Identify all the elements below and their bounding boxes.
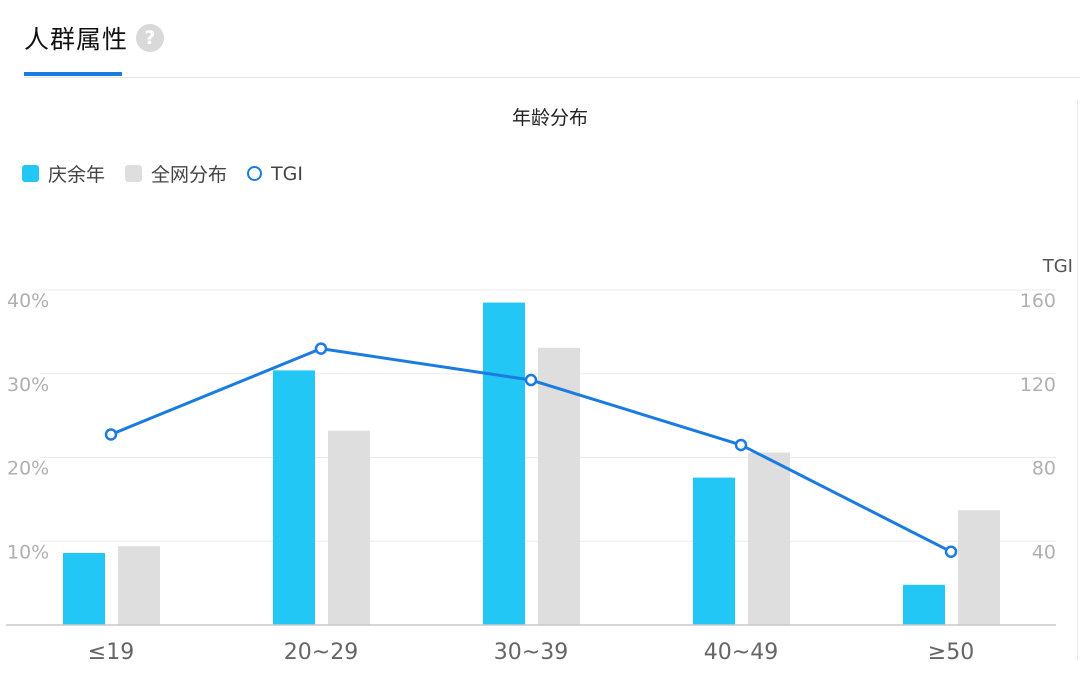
- x-tick-label: 40~49: [704, 640, 778, 665]
- bar-population: [328, 430, 370, 625]
- left-tick-label: 20%: [7, 458, 49, 480]
- legend-label-population: 全网分布: [151, 164, 228, 186]
- left-tick-label: 40%: [7, 290, 49, 312]
- right-tick-label: 80: [1032, 458, 1056, 480]
- tab-audience-attributes[interactable]: 人群属性 ?: [24, 18, 165, 58]
- x-tick-label: ≤19: [88, 640, 134, 665]
- x-tick-label: 30~39: [494, 640, 568, 665]
- bar-brand: [483, 302, 525, 625]
- tgi-point: [944, 545, 958, 558]
- question-icon[interactable]: ?: [136, 24, 165, 52]
- legend-item-tgi[interactable]: TGI: [247, 163, 303, 185]
- tgi-point: [104, 428, 118, 441]
- tgi-point: [734, 438, 748, 452]
- active-tab-indicator: [24, 72, 122, 76]
- right-tick-label: 40: [1032, 541, 1056, 563]
- tab-label: 人群属性: [24, 25, 129, 54]
- legend-item-population[interactable]: 全网分布: [125, 160, 227, 187]
- tab-divider: [24, 77, 1080, 78]
- legend-label-brand: 庆余年: [48, 164, 106, 186]
- left-tick-label: 30%: [7, 374, 49, 396]
- bar-brand: [903, 584, 945, 625]
- bar-population: [748, 452, 790, 625]
- tgi-point: [314, 342, 328, 355]
- panel-divider: [1077, 100, 1078, 660]
- bar-brand: [63, 552, 105, 625]
- bar-population: [118, 546, 160, 625]
- right-tick-label: 120: [1020, 374, 1056, 396]
- bar-brand: [273, 370, 315, 625]
- chart-legend: 庆余年 全网分布 TGI: [22, 160, 323, 187]
- bar-brand: [693, 477, 735, 625]
- right-tick-label: 160: [1020, 290, 1056, 312]
- x-tick-label: 20~29: [284, 640, 358, 665]
- chart-title: 年龄分布: [511, 107, 588, 129]
- legend-swatch-brand: [22, 165, 39, 182]
- legend-swatch-population: [125, 165, 143, 182]
- right-axis-label: TGI: [1042, 256, 1073, 277]
- tab-bar: 人群属性 ?: [0, 0, 1080, 78]
- legend-item-brand[interactable]: 庆余年: [22, 160, 105, 187]
- x-tick-label: ≥50: [928, 640, 974, 665]
- bar-population: [958, 510, 1000, 625]
- legend-marker-tgi: [247, 166, 263, 181]
- left-tick-label: 10%: [7, 541, 49, 563]
- legend-label-tgi: TGI: [271, 162, 303, 185]
- tgi-point: [524, 373, 538, 387]
